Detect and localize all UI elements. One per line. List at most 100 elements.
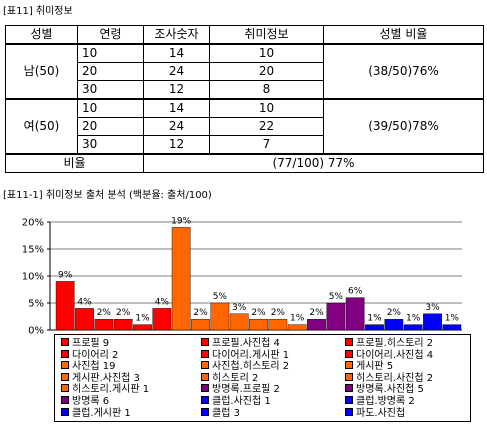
chart-legend: 프로필 9 프로필.사진첩 4 프로필.히스토리 2 다이어리 2 다이어리.게시판 1… — [54, 334, 471, 422]
legend-swatch — [61, 338, 69, 346]
info-cell: 22 — [209, 117, 324, 136]
legend-swatch — [345, 384, 353, 393]
legend-item: 사진첩 19 — [61, 361, 116, 372]
data-label: 2% — [97, 308, 112, 318]
legend-item: 클럽 3 — [201, 407, 240, 419]
table-caption: [표11] 취미정보 — [3, 6, 73, 17]
legend-item: 클럽.게시판 1 — [61, 407, 131, 419]
legend-item: 방명록.사진첩 5 — [345, 384, 424, 395]
legend-swatch — [345, 338, 353, 346]
legend-item: 방명록.프로필 2 — [201, 384, 280, 395]
bar — [403, 324, 423, 331]
age-cell: 30 — [77, 80, 144, 100]
legend-swatch — [201, 384, 209, 393]
data-label: 1% — [290, 314, 305, 324]
data-label: 2% — [387, 308, 402, 318]
gender-cell: 여(50) — [5, 98, 78, 155]
legend-item: 다이어리.사진첩 4 — [345, 349, 434, 361]
total-value: (77/100) 77% — [143, 153, 484, 173]
data-label: 3% — [425, 303, 440, 313]
count-cell: 12 — [143, 135, 210, 155]
bar — [229, 313, 249, 331]
bar — [307, 318, 326, 331]
data-label: 6% — [348, 287, 363, 297]
legend-swatch — [61, 361, 69, 370]
data-label: 2% — [271, 308, 286, 318]
bar — [365, 324, 384, 331]
legend-label: 다이어리 2 — [72, 349, 119, 361]
data-label: 2% — [309, 308, 324, 318]
hobby-info-table: 성별 연령 조사숫자 취미정보 성별 비율 남(50) 10 14 10 (38… — [5, 25, 484, 173]
header-gender-ratio: 성별 비율 — [323, 25, 484, 45]
legend-label: 다이어리.사진첩 4 — [356, 349, 434, 361]
legend-item: 히스토리 2 — [201, 372, 258, 384]
bar — [249, 318, 268, 331]
data-label: 19% — [171, 216, 191, 226]
info-cell: 7 — [209, 135, 324, 155]
legend-item: 프로필.히스토리 2 — [345, 338, 433, 349]
bar — [345, 297, 365, 331]
table-header-row: 성별 연령 조사숫자 취미정보 성별 비율 — [5, 25, 484, 45]
legend-swatch — [345, 349, 353, 358]
legend-item: 클럽.방명록 2 — [345, 396, 415, 407]
age-cell: 10 — [77, 98, 144, 118]
gender-cell: 남(50) — [5, 43, 78, 100]
legend-swatch — [345, 372, 353, 381]
legend-label: 방명록.사진첩 5 — [356, 384, 424, 396]
table-row: 30 12 8 — [6, 80, 484, 100]
ratio-cell: (38/50)76% — [323, 43, 484, 100]
table-row: 남(50) 10 14 10 (38/50)76% — [5, 43, 484, 100]
legend-label: 클럽 3 — [212, 407, 240, 419]
legend-swatch — [61, 384, 69, 393]
bar — [171, 227, 191, 331]
chart-data-labels: 9% 4% 2% 2% 1% 4% 19% 2% 5% 3% 2% 2% 1% 2% 5% 6% 1% 2% 1% 3… — [58, 216, 459, 323]
legend-label: 클럽.게시판 1 — [72, 407, 131, 419]
legend-swatch — [61, 372, 69, 381]
data-label: 3% — [232, 303, 247, 313]
age-cell: 10 — [77, 43, 144, 63]
bar — [55, 281, 75, 331]
bar — [75, 308, 94, 331]
data-label: 4% — [155, 297, 170, 307]
y-tick-label: 0% — [28, 326, 44, 335]
y-tick-label: 5% — [28, 299, 44, 310]
legend-label: 사진첩 19 — [72, 361, 116, 373]
total-label: 비율 — [5, 153, 144, 173]
legend-swatch — [345, 396, 353, 404]
bar — [287, 324, 307, 331]
legend-item: 히스토리.게시판 1 — [61, 384, 149, 395]
hobby-source-bar-chart: 0% 5% 10% 15% 20% 9% 4% 2% 2% 1% 4% 19% 2% 5% 3% 2% 2% 1… — [22, 216, 462, 335]
legend-swatch — [61, 349, 69, 358]
ratio-cell: (39/50)78% — [323, 98, 484, 155]
data-label: 2% — [116, 308, 131, 318]
legend-item: 게시판.사진첩 3 — [61, 372, 140, 384]
bar — [133, 324, 152, 331]
bar — [113, 318, 133, 331]
info-cell: 8 — [209, 80, 324, 100]
count-cell: 24 — [143, 117, 210, 136]
bar — [191, 318, 210, 331]
age-cell: 20 — [77, 62, 144, 81]
legend-label: 사진첩.히스토리 2 — [212, 361, 290, 373]
legend-swatch — [201, 361, 209, 370]
count-cell: 14 — [143, 43, 210, 63]
bar — [423, 313, 442, 331]
total-row: 비율 (77/100) 77% — [5, 153, 484, 173]
legend-label: 프로필 9 — [72, 338, 110, 349]
legend-label: 히스토리.사진첩 2 — [356, 372, 434, 384]
legend-label: 히스토리.게시판 1 — [72, 384, 150, 396]
count-cell: 24 — [143, 62, 210, 81]
data-label: 5% — [213, 292, 228, 302]
age-cell: 30 — [77, 135, 144, 155]
legend-item: 방명록 6 — [61, 396, 109, 407]
data-label: 1% — [367, 314, 382, 324]
table-row: 20 24 22 — [6, 117, 484, 136]
legend-label: 방명록.프로필 2 — [212, 384, 280, 396]
legend-swatch — [201, 349, 209, 358]
y-tick-label: 10% — [22, 272, 44, 283]
legend-label: 게시판 5 — [356, 361, 394, 373]
data-label: 5% — [329, 292, 344, 302]
legend-item: 다이어리 2 — [61, 349, 119, 361]
legend-label: 프로필.히스토리 2 — [356, 338, 434, 349]
bar — [268, 318, 288, 331]
